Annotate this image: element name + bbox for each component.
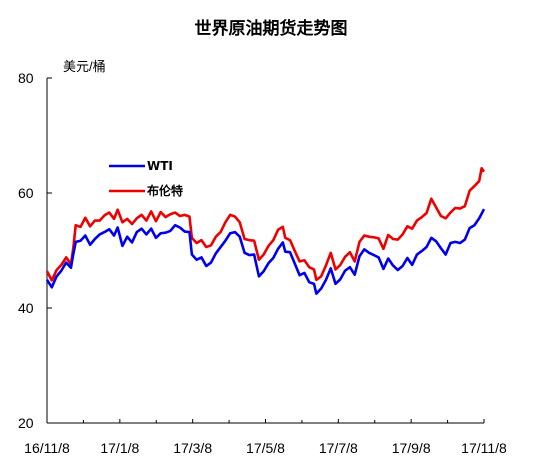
y-tick-label: 80 [18,70,34,86]
x-tick-label: 17/1/8 [100,440,139,456]
x-tick-label: 17/11/8 [461,440,507,456]
y-tick-label: 60 [18,185,34,201]
y-tick-label: 40 [18,300,34,316]
series-line-wti [45,208,486,295]
x-tick-label: 17/3/8 [173,440,212,456]
legend-label: WTI [147,159,173,173]
legend-label: 布伦特 [147,183,183,198]
x-tick-label: 17/9/8 [392,440,431,456]
x-tick-label: 17/7/8 [319,440,358,456]
legend: WTI 布伦特 [109,159,183,198]
series-lines [45,166,486,295]
chart-title: 世界原油期货走势图 [194,19,348,39]
y-axis-unit-label: 美元/桶 [63,59,106,74]
y-tick-label: 20 [18,415,34,431]
x-tick-label: 17/5/8 [246,440,285,456]
axes: 20 40 60 80 16/11/8 17/1/8 17/3/8 17/5/8 17/7/8 1… [18,70,507,456]
series-line-brent [45,166,486,282]
x-tick-label: 16/11/8 [24,440,70,456]
